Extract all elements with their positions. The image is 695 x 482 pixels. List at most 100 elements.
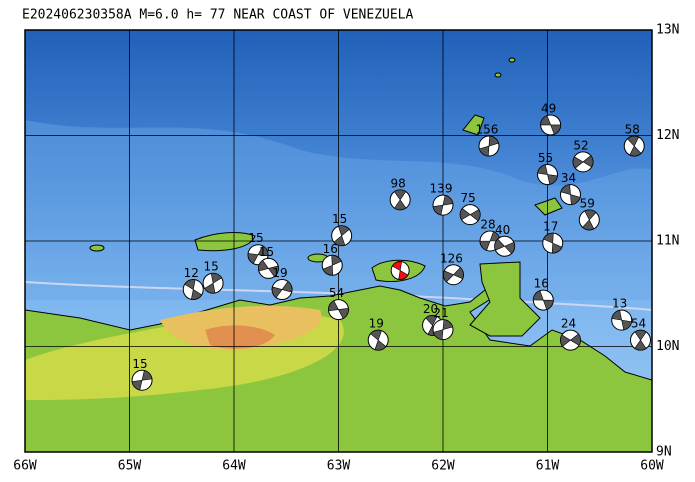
- focal-mechanism: [271, 279, 293, 301]
- focal-mechanism: [321, 254, 343, 276]
- focal-mechanism: [630, 329, 652, 351]
- event-depth: 126: [440, 251, 463, 265]
- event-depth: 12: [184, 266, 199, 280]
- event-depth: 49: [541, 101, 556, 115]
- focal-mechanism: [532, 289, 554, 311]
- focal-mechanism: [478, 135, 500, 157]
- event-depth: 52: [573, 138, 588, 152]
- compressional-quadrant: [258, 259, 279, 277]
- y-tick-label: 12N: [656, 128, 679, 143]
- x-tick-label: 63W: [327, 459, 351, 474]
- focal-mechanism: [182, 279, 204, 301]
- compressional-quadrant: [479, 135, 499, 157]
- event-depth: 15: [203, 260, 218, 274]
- focal-mechanism: [537, 164, 558, 186]
- x-tick-label: 61W: [536, 459, 560, 474]
- focal-mechanism: [390, 261, 410, 281]
- x-tick-label: 66W: [13, 459, 37, 474]
- event-depth: 21: [433, 306, 448, 320]
- focal-mechanism: [494, 235, 516, 257]
- focal-mechanism: [257, 257, 279, 279]
- event-depth: 24: [561, 317, 576, 331]
- compressional-quadrant: [582, 209, 597, 231]
- compressional-quadrant: [537, 164, 558, 185]
- event-depth: 15: [248, 231, 263, 245]
- event-depth: 16: [323, 242, 338, 256]
- compressional-quadrant: [432, 194, 454, 216]
- focal-mechanism: [572, 151, 594, 173]
- y-tick-label: 13N: [656, 23, 679, 38]
- event-depth: 15: [332, 212, 347, 226]
- event-depth: 34: [561, 171, 576, 185]
- focal-mechanism: [389, 189, 411, 211]
- compressional-quadrant: [626, 135, 642, 157]
- event-depth: 20: [423, 302, 438, 316]
- islet: [89, 244, 105, 252]
- frame: [24, 29, 653, 453]
- focal-mechanism: [623, 135, 645, 157]
- compressional-quadrant: [433, 319, 453, 340]
- y-tick-label: 10N: [656, 339, 679, 354]
- compressional-quadrant: [494, 238, 515, 254]
- focal-mechanism: [131, 369, 153, 391]
- event-depth: 40: [495, 223, 510, 237]
- compressional-quadrant: [560, 184, 581, 205]
- compressional-quadrant: [391, 261, 409, 280]
- compressional-quadrant: [271, 281, 293, 299]
- focal-mechanism: [442, 264, 464, 286]
- event-depth: 54: [329, 286, 344, 300]
- compressional-quadrant: [328, 300, 349, 319]
- event-depth: 19: [369, 317, 384, 331]
- compressional-quadrant: [204, 272, 223, 294]
- event-depth: 16: [534, 277, 549, 291]
- focal-mechanism: [559, 329, 581, 351]
- compressional-quadrant: [459, 208, 481, 222]
- event-depth: 19: [272, 266, 287, 280]
- focal-mechanism: [367, 329, 389, 351]
- event-depth: 15: [132, 357, 147, 371]
- islet: [494, 72, 502, 78]
- compressional-quadrant: [370, 329, 387, 351]
- compressional-quadrant: [634, 329, 647, 351]
- event-depth: 28: [480, 218, 495, 232]
- tobago: [534, 197, 563, 216]
- compressional-quadrant: [131, 370, 153, 391]
- focal-mechanism: [540, 114, 562, 136]
- focal-mechanism: [432, 194, 454, 216]
- x-tick-label: 60W: [640, 459, 664, 474]
- compressional-quadrant: [247, 245, 269, 264]
- focal-mechanism: [202, 272, 224, 294]
- event-depth: 17: [543, 220, 558, 234]
- focal-mechanism: [459, 204, 481, 226]
- x-tick-label: 64W: [222, 459, 246, 474]
- event-depth: 13: [612, 297, 627, 311]
- compressional-quadrant: [543, 232, 563, 254]
- focal-mechanism: [611, 309, 633, 331]
- compressional-quadrant: [611, 309, 632, 331]
- event-depth: 59: [580, 196, 595, 210]
- event-depth: 58: [625, 123, 640, 137]
- compressional-quadrant: [322, 254, 342, 276]
- focal-mechanism: [578, 209, 600, 231]
- event-depth: 156: [476, 123, 499, 137]
- focal-mechanism: [559, 184, 581, 206]
- compressional-quadrant: [184, 279, 203, 300]
- event-depth: 139: [430, 182, 453, 196]
- map-title: E202406230358A M=6.0 h= 77 NEAR COAST OF…: [22, 8, 414, 23]
- compressional-quadrant: [572, 155, 594, 169]
- compressional-quadrant: [533, 290, 554, 310]
- peaks: [205, 325, 275, 349]
- focal-mechanism: [331, 225, 353, 247]
- event-depth: 15: [259, 245, 274, 259]
- focal-mechanism: [432, 319, 454, 341]
- grenada: [462, 114, 485, 136]
- y-tick-label: 9N: [656, 445, 672, 460]
- x-tick-label: 62W: [431, 459, 455, 474]
- event-depth: 75: [461, 191, 476, 205]
- event-depth: 98: [391, 176, 406, 190]
- event-depth: 54: [631, 317, 646, 331]
- x-tick-label: 65W: [118, 459, 142, 474]
- compressional-quadrant: [333, 225, 350, 246]
